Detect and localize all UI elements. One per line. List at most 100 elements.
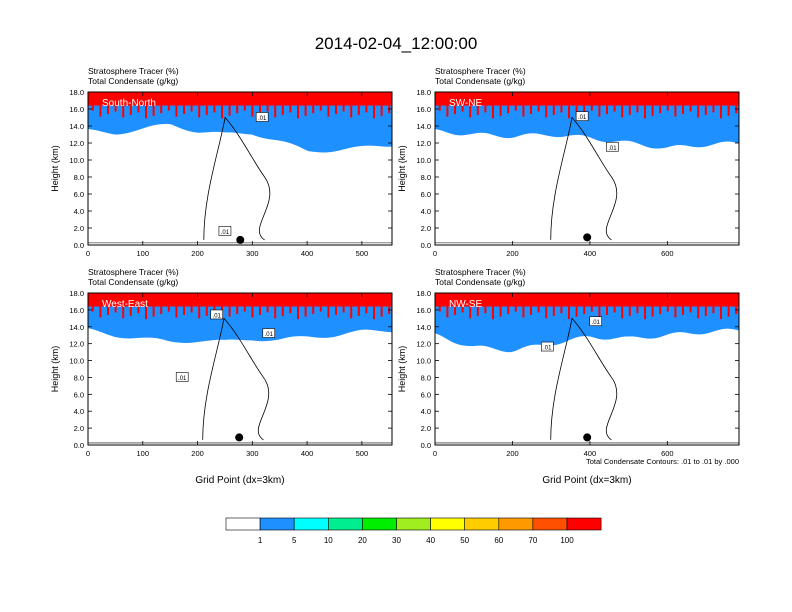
y-axis-label: Height (km)	[397, 346, 407, 393]
tracer-streak	[446, 105, 449, 117]
tracer-streak	[704, 105, 707, 115]
condensate-contour	[550, 116, 618, 241]
plot-frame	[87, 292, 393, 446]
tracer-streak	[281, 306, 284, 316]
colorbar-label: 10	[324, 536, 333, 545]
y-axis-label: Height (km)	[50, 145, 60, 192]
tracer-streak	[575, 105, 578, 116]
contour-label: .01	[178, 376, 187, 382]
x-tick-label: 100	[137, 449, 150, 458]
tracer-streak	[598, 306, 601, 318]
tracer-streak	[644, 105, 646, 119]
tracer-streak	[454, 306, 456, 315]
tracer-streak	[552, 105, 555, 115]
tracer-streak	[583, 105, 586, 114]
tracer-streak	[152, 306, 155, 317]
contour-label-box	[575, 111, 589, 121]
tracer-streak	[251, 105, 254, 117]
figure-title: 2014-02-04_12:00:00	[315, 34, 478, 53]
condensate-contour	[203, 116, 271, 241]
y-tick-label: 2.0	[421, 424, 431, 433]
y-tick-label: 12.0	[416, 340, 431, 349]
tracer-streak	[575, 306, 578, 317]
tracer-streak	[598, 105, 601, 117]
x-tick-label: 200	[191, 249, 204, 258]
contour-label-box	[262, 328, 276, 338]
location-marker	[236, 235, 245, 244]
y-tick-label: 0.0	[421, 441, 431, 450]
tracer-streak	[644, 306, 646, 320]
tracer-streak	[99, 306, 102, 318]
plot-frame	[434, 292, 740, 446]
x-tick-label: 400	[301, 249, 314, 258]
y-tick-label: 12.0	[416, 139, 431, 148]
tracer-streak	[537, 105, 540, 112]
y-tick-label: 4.0	[421, 407, 431, 416]
y-tick-label: 18.0	[416, 88, 431, 97]
tracer-streak	[160, 306, 163, 315]
panel-title-tracer: Stratosphere Tracer (%)	[435, 267, 526, 277]
tracer-streak	[537, 306, 540, 313]
panel-label: NW-SE	[449, 299, 482, 310]
location-marker	[583, 433, 592, 442]
y-tick-label: 14.0	[69, 122, 84, 131]
tracer-streak	[522, 105, 525, 117]
y-tick-label: 4.0	[74, 207, 84, 216]
y-tick-label: 8.0	[74, 373, 84, 382]
x-tick-label: 400	[301, 449, 314, 458]
panel-south-north: .01 .01 South-North Stratosphere Tracer (%)…	[50, 66, 393, 258]
tracer-streak	[350, 105, 353, 118]
tracer-streak	[297, 105, 299, 119]
tracer-streak	[251, 306, 254, 318]
tracer-streak	[122, 105, 125, 118]
tracer-streak	[568, 105, 570, 119]
contour-label-box	[210, 309, 224, 320]
contour-label: .01	[592, 320, 601, 326]
tracer-streak	[621, 105, 624, 118]
colorbar-label: 5	[292, 536, 297, 545]
tracer-streak	[236, 105, 239, 114]
tracer-streak	[274, 306, 277, 319]
y-tick-label: 12.0	[69, 139, 84, 148]
tracer-streak	[697, 105, 700, 118]
y-tick-label: 2.0	[74, 224, 84, 233]
tracer-streak	[560, 105, 563, 113]
y-tick-label: 8.0	[74, 173, 84, 182]
tracer-streak	[697, 306, 700, 319]
tracer-streak	[380, 105, 383, 116]
tracer-streak	[689, 306, 692, 313]
tracer-streak	[167, 105, 170, 111]
tracer-streak	[651, 105, 654, 116]
panel-label: West-East	[102, 299, 148, 310]
tracer-streak	[545, 105, 548, 118]
tracer-streak	[312, 105, 315, 114]
x-tick-label: 0	[86, 249, 90, 258]
panel-title-condensate: Total Condensate (g/kg)	[435, 277, 525, 287]
y-tick-label: 10.0	[416, 357, 431, 366]
tracer-streak	[659, 306, 662, 315]
tracer-streak	[636, 105, 639, 113]
y-axis-label: Height (km)	[50, 346, 60, 393]
tracer-streak	[492, 306, 494, 320]
panel-west-east: .01 .01 .01 West-East Stratosphere Tracer (%…	[50, 267, 393, 486]
tracer-streak	[666, 306, 669, 312]
tracer-band	[88, 92, 392, 153]
tracer-streak	[461, 105, 464, 112]
tracer-streak	[243, 306, 246, 312]
tracer-streak	[342, 306, 345, 313]
panel-sw-ne: .01 .01 SW-NE Stratosphere Tracer (%)Total …	[397, 66, 740, 258]
panel-title-tracer: Stratosphere Tracer (%)	[435, 66, 526, 76]
colorbar-swatch	[464, 517, 500, 531]
y-tick-label: 2.0	[421, 224, 431, 233]
colorbar-swatch	[293, 517, 329, 531]
colorbar-swatch	[430, 517, 466, 531]
tracer-streak	[107, 105, 109, 115]
y-tick-label: 0.0	[421, 241, 431, 250]
tracer-streak	[628, 105, 631, 115]
panel-title-condensate: Total Condensate (g/kg)	[435, 76, 525, 86]
tracer-streak	[327, 306, 330, 318]
tracer-streak	[469, 306, 472, 319]
tracer-streak	[357, 306, 360, 316]
tracer-streak	[499, 105, 502, 116]
tracer-streak	[243, 105, 246, 111]
